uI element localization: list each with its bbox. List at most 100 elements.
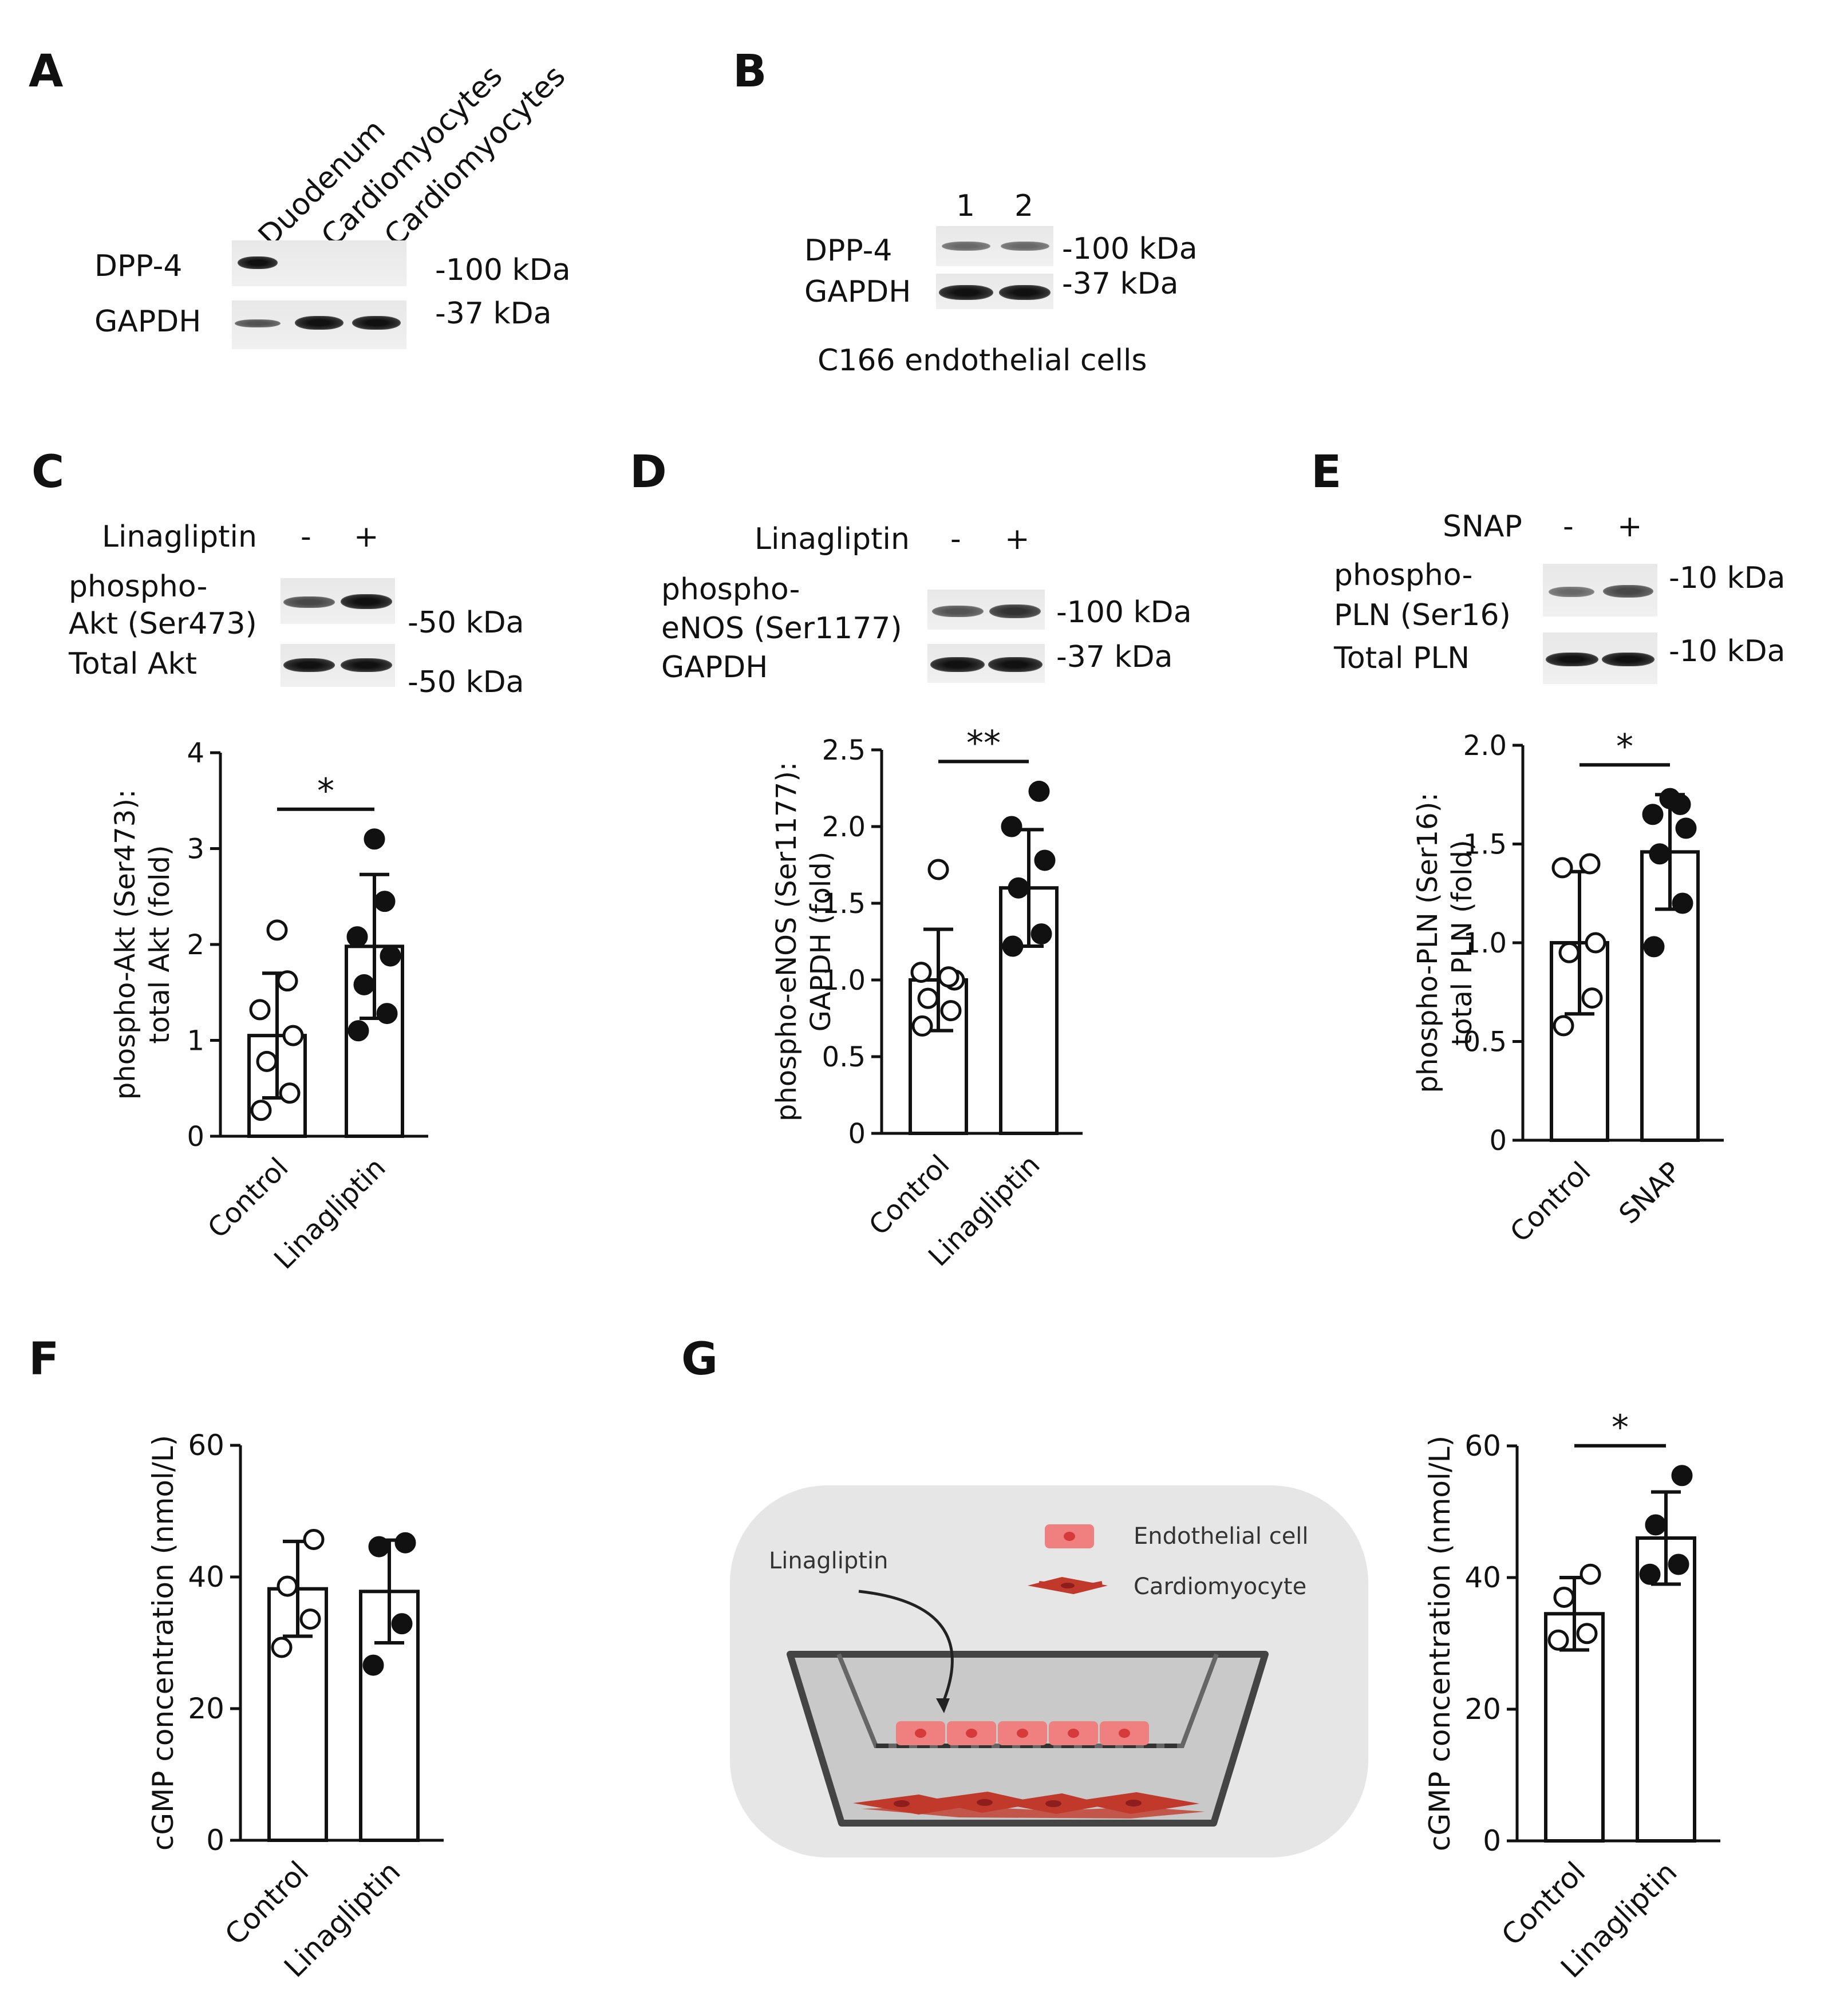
kda-label-100-d: -100 kDa	[1056, 595, 1192, 630]
band-total-pln-plus	[1602, 653, 1654, 666]
protein-label-pln-ser16: PLN (Ser16)	[1334, 598, 1511, 633]
band-total-pln-minus	[1546, 653, 1598, 666]
data-point	[380, 945, 401, 967]
kda-label-37-a: -37 kDa	[435, 297, 552, 331]
y-axis-label: cGMP concentration (nmol/L)	[1423, 1436, 1456, 1851]
significance-marker: *	[317, 771, 334, 811]
diagram-drug-label: Linagliptin	[769, 1548, 888, 1574]
blot-caption-c166: C166 endothelial cells	[818, 343, 1147, 378]
band-gapdh-cardio-1	[295, 316, 343, 330]
band-phospho-enos-plus	[989, 604, 1041, 618]
data-point	[391, 1613, 413, 1635]
protein-label-gapdh-a: GAPDH	[94, 305, 202, 339]
band-gapdh-cardio-2	[352, 316, 401, 330]
data-point	[938, 966, 959, 988]
data-point	[256, 1050, 278, 1072]
y-tick-label: 0	[206, 1824, 224, 1857]
data-point	[1553, 1015, 1574, 1037]
protein-label-gapdh-d: GAPDH	[661, 650, 768, 685]
band-gapdh-b-2	[999, 285, 1051, 300]
data-point	[1672, 892, 1693, 914]
legend-cardiomyocyte-label: Cardiomyocyte	[1134, 1574, 1306, 1600]
sign-plus-e: +	[1617, 509, 1642, 544]
band-phospho-enos-minus	[932, 606, 984, 617]
y-axis-label-line2: total Akt (fold)	[144, 845, 176, 1043]
lane-label-1: 1	[956, 189, 976, 223]
data-point	[910, 962, 932, 983]
y-axis-label: phospho-eNOS (Ser1177):	[771, 762, 803, 1121]
panel-label-b: B	[733, 46, 767, 97]
bar-linagliptin	[1636, 1536, 1696, 1843]
y-tick-label: 1.0	[1463, 927, 1507, 959]
chart-c-bar-akt: 0 1 2 3 4 phospho-Akt (Ser473): total Akt (fol…	[109, 737, 428, 1275]
data-point	[266, 919, 288, 941]
panel-label-g: G	[681, 1334, 718, 1385]
panel-label-d: D	[630, 446, 667, 498]
y-axis-label: phospho-PLN (Ser16):	[1412, 792, 1444, 1093]
sign-plus-d: +	[1005, 522, 1030, 556]
protein-label-enos-ser1177: eNOS (Ser1177)	[661, 611, 902, 646]
y-axis-label: cGMP concentration (nmol/L)	[147, 1435, 180, 1851]
endothelial-nucleus	[1068, 1729, 1079, 1738]
data-point	[250, 1100, 272, 1121]
endothelial-cell-layer	[896, 1721, 1149, 1745]
cardiomyocyte-nucleus	[977, 1799, 993, 1806]
legend-cardiomyocyte-nucleus	[1061, 1583, 1075, 1588]
data-point	[1034, 849, 1056, 871]
band-phospho-pln-minus	[1549, 587, 1594, 597]
protein-label-akt-ser473: Akt (Ser473)	[69, 607, 257, 641]
x-category-label: SNAP	[1613, 1156, 1687, 1230]
data-point	[1028, 780, 1050, 802]
protein-label-dpp4-b: DPP-4	[804, 234, 893, 268]
y-axis-label-line2: GAPDH (fold)	[805, 852, 837, 1032]
data-point	[1553, 1587, 1575, 1608]
cardiomyocyte-nucleus	[1045, 1800, 1061, 1807]
data-point	[1668, 1554, 1689, 1575]
chart-d-container: 0 0.5 1.0 1.5 2.0 2.5 phospho-eNOS (Ser1177): G…	[710, 721, 1156, 1294]
protein-label-gapdh-b: GAPDH	[804, 275, 911, 309]
data-point	[1581, 987, 1603, 1009]
data-point	[1551, 857, 1573, 879]
bar-control	[267, 1587, 328, 1842]
cardiomyocyte-nucleus	[1126, 1800, 1142, 1807]
y-tick-label: 2.0	[1463, 730, 1507, 762]
band-phospho-pln-plus	[1603, 585, 1653, 598]
data-point	[1580, 1563, 1601, 1585]
protein-label-dpp4-a: DPP-4	[94, 249, 183, 283]
band-total-akt-plus	[341, 658, 392, 672]
kda-label-100-a: -100 kDa	[435, 253, 571, 287]
kda-label-10-e2: -10 kDa	[1669, 634, 1786, 669]
data-point	[940, 1000, 962, 1022]
data-point	[303, 1528, 325, 1550]
data-point	[1642, 804, 1664, 825]
kda-label-100-b: -100 kDa	[1062, 232, 1198, 266]
data-point	[911, 1015, 933, 1037]
significance-marker: *	[1616, 726, 1633, 766]
protein-label-total-pln: Total PLN	[1334, 641, 1470, 675]
data-point	[1008, 877, 1029, 899]
lane-label-2: 2	[1014, 189, 1034, 223]
transwell-diagram-svg: Endothelial cell Cardiomyocyte Linaglipt…	[730, 1485, 1368, 1857]
kda-label-50-c1: -50 kDa	[408, 606, 524, 640]
y-tick-label: 3	[187, 833, 204, 865]
protein-label-phospho-c: phospho-	[69, 570, 208, 604]
data-point	[364, 828, 385, 850]
chart-c-container: 0 1 2 3 4 phospho-Akt (Ser473): total Akt (fol…	[103, 727, 538, 1299]
chart-g-container: 0 20 40 60 cGMP concentration (nmol/L) Contro…	[1414, 1391, 1838, 2003]
band-gapdh-d-plus	[988, 657, 1043, 672]
treatment-label-d: Linagliptin	[755, 522, 910, 556]
data-point	[376, 1003, 398, 1025]
y-tick-label: 2.5	[822, 734, 866, 766]
transwell-diagram: Endothelial cell Cardiomyocyte Linaglipt…	[730, 1485, 1368, 1857]
significance-marker: **	[966, 723, 1001, 763]
data-point	[1547, 1629, 1569, 1651]
treatment-label-c: Linagliptin	[102, 520, 257, 554]
data-point	[1675, 817, 1697, 839]
data-point	[1002, 935, 1024, 957]
y-tick-label: 0	[1489, 1125, 1507, 1157]
y-tick-label: 40	[188, 1560, 224, 1594]
data-point	[394, 1532, 416, 1554]
data-point	[279, 1082, 301, 1104]
y-tick-label: 40	[1464, 1561, 1501, 1594]
cardiomyocyte	[862, 1806, 1205, 1819]
